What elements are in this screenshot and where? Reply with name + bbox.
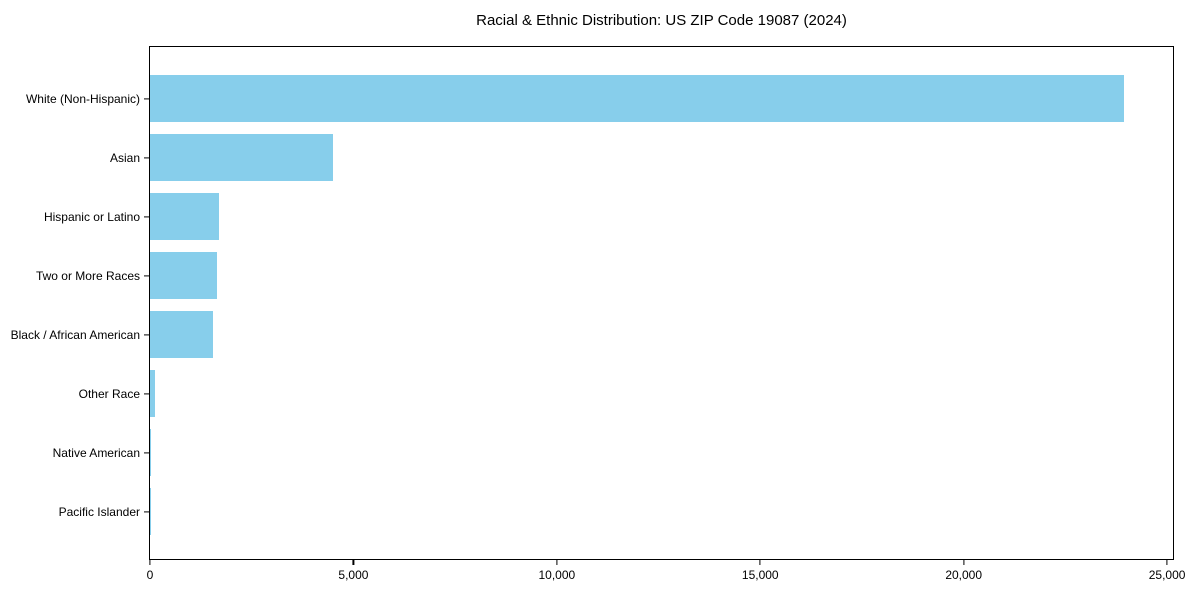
y-axis-tick-mark [144, 97, 150, 100]
plot-area: White (Non-Hispanic) Asian Hispanic or Lat… [11, 46, 1185, 582]
x-axis-tick-label: 15,000 [741, 568, 779, 582]
chart-row: Asian [110, 128, 1173, 187]
bar [150, 74, 1125, 123]
x-axis-tick-label: 10,000 [538, 568, 576, 582]
x-axis-tick-label: 20,000 [945, 568, 983, 582]
x-axis-tick-label: 5,000 [338, 568, 369, 582]
x-axis-tick-label: 0 [146, 568, 154, 582]
bar [150, 310, 214, 359]
y-axis-tick-mark [144, 156, 150, 159]
bar [150, 369, 155, 418]
y-axis-category-label: White (Non-Hispanic) [25, 91, 140, 106]
x-axis-tick-mark [963, 559, 965, 565]
y-axis-tick-mark [144, 510, 150, 513]
y-axis-category-label: Hispanic or Latino [43, 209, 140, 224]
y-axis-tick-mark [144, 392, 150, 395]
bar [150, 428, 151, 477]
x-axis-tick-mark [149, 559, 151, 565]
bar [150, 133, 334, 182]
bar-rows-container: White (Non-Hispanic) Asian Hispanic or Lat… [11, 47, 1173, 559]
y-axis-category-label: Asian [109, 150, 140, 165]
bar [150, 251, 218, 300]
x-axis-tick-mark [352, 559, 354, 565]
chart-row: Two or More Races [36, 246, 1173, 305]
y-axis-category-label: Two or More Races [35, 268, 140, 283]
x-axis-tick-mark [1166, 559, 1168, 565]
chart-row: Hispanic or Latino [44, 187, 1173, 246]
y-axis-category-label: Pacific Islander [58, 504, 140, 519]
chart-row: Pacific Islander [59, 482, 1173, 541]
bar [150, 192, 220, 241]
chart-row: Other Race [79, 364, 1173, 423]
y-axis-category-label: Other Race [78, 386, 140, 401]
y-axis-tick-mark [144, 215, 150, 218]
chart-title: Racial & Ethnic Distribution: US ZIP Cod… [476, 12, 847, 29]
y-axis-tick-mark [144, 274, 150, 277]
y-axis-category-label: Native American [52, 445, 140, 460]
chart-row: Black / African American [11, 305, 1173, 364]
chart-row: White (Non-Hispanic) [26, 69, 1173, 128]
y-axis-tick-mark [144, 333, 150, 336]
x-axis: 0 5,000 10,000 15,000 20,000 25,000 [147, 47, 1185, 582]
x-axis-tick-mark [759, 559, 761, 565]
y-axis-tick-mark [144, 451, 150, 454]
chart-row: Native American [53, 423, 1173, 482]
x-axis-tick-mark [556, 559, 558, 565]
y-axis-category-label: Black / African American [10, 327, 140, 342]
x-axis-tick-label: 25,000 [1148, 568, 1186, 582]
